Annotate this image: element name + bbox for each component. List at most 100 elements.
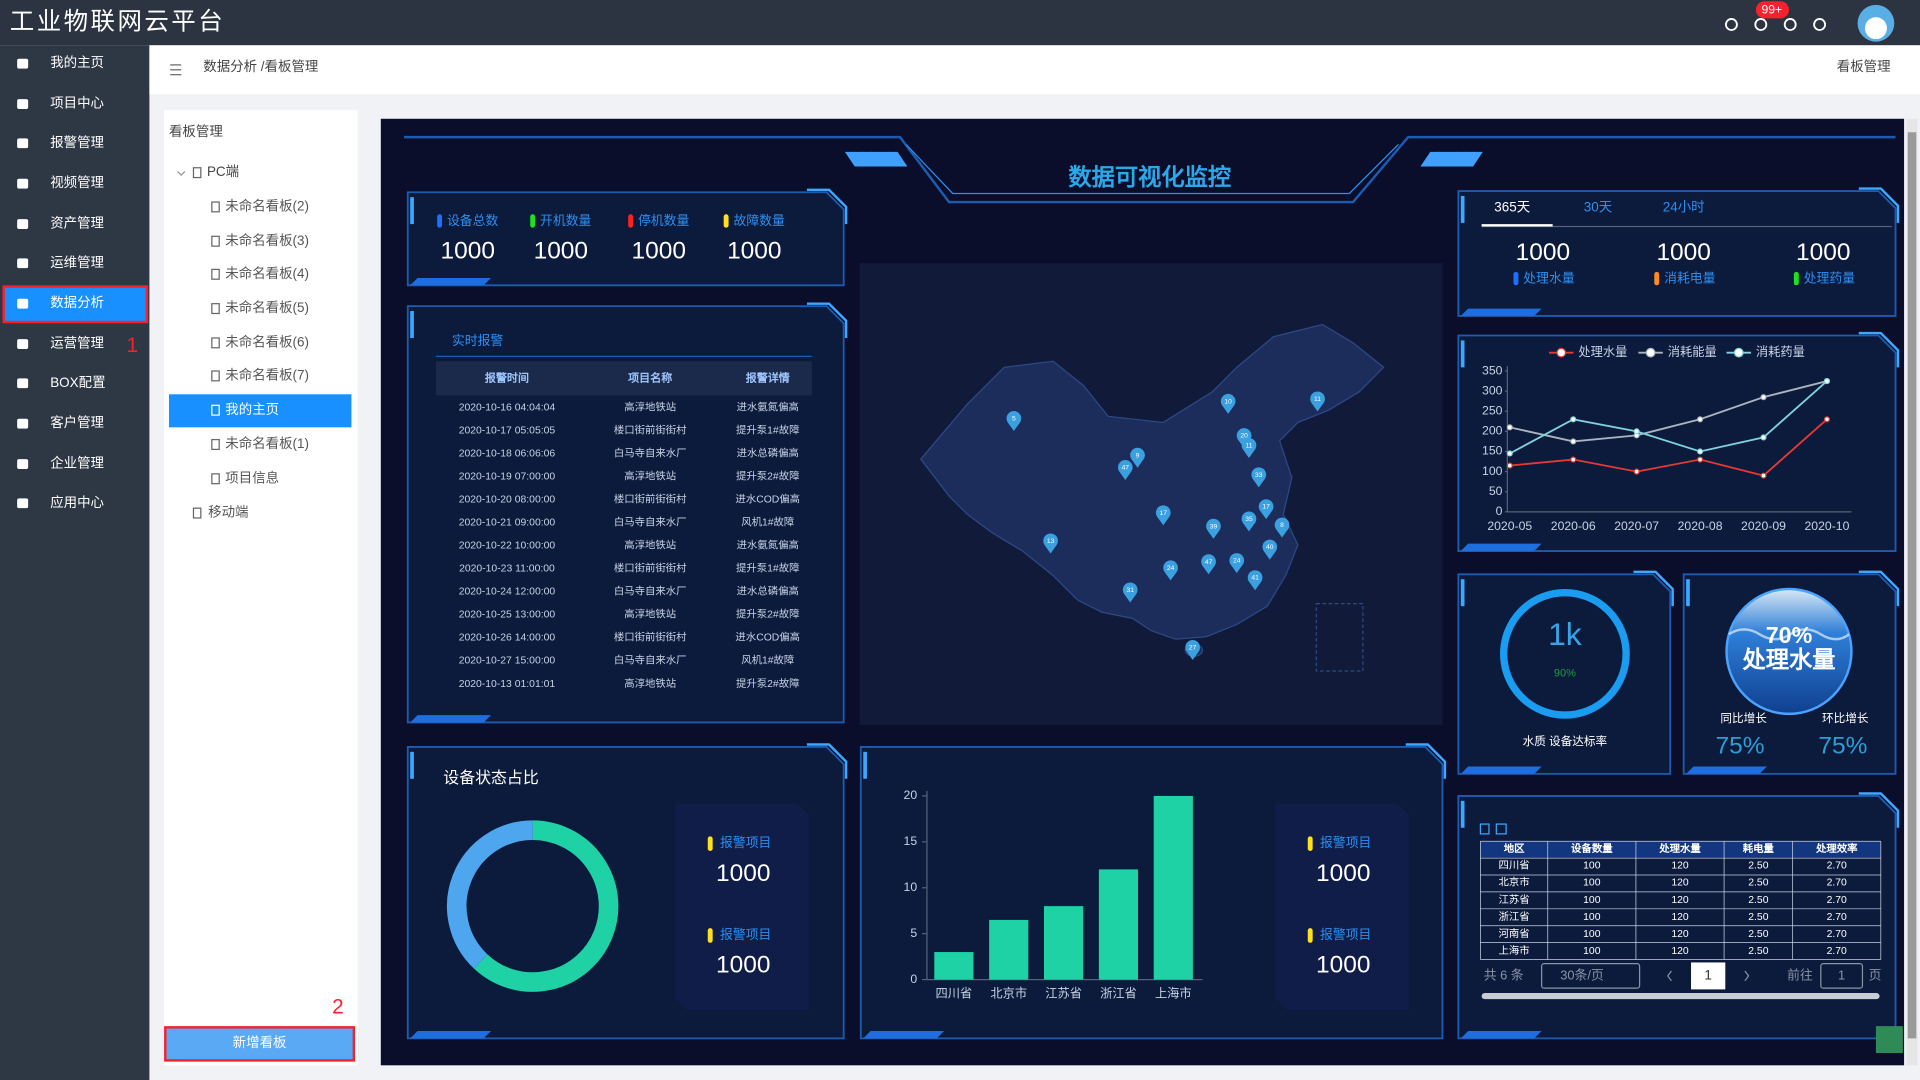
map-pin[interactable] bbox=[1310, 391, 1325, 412]
table-header-cell: 处理效率 bbox=[1815, 842, 1858, 855]
sidebar-item[interactable]: 企业管理 bbox=[50, 455, 104, 471]
header-icon[interactable] bbox=[1783, 18, 1797, 31]
toolbar-icon[interactable] bbox=[1479, 823, 1490, 835]
tree-group[interactable]: 移动端 bbox=[208, 505, 248, 520]
board-item[interactable]: 未命名看板(2) bbox=[225, 198, 309, 214]
sidebar-item[interactable]: 运营管理 bbox=[50, 336, 104, 351]
panel bbox=[1457, 190, 1897, 317]
board-item[interactable]: 未命名看板(6) bbox=[225, 333, 309, 349]
toolbar-icon[interactable] bbox=[1495, 823, 1507, 835]
map-pin[interactable] bbox=[1117, 460, 1133, 480]
map-pin[interactable] bbox=[1262, 539, 1278, 560]
board-item[interactable]: 我的主页 bbox=[225, 402, 279, 417]
board-item[interactable]: 未命名看板(5) bbox=[225, 299, 309, 315]
title-stripe bbox=[879, 151, 899, 167]
table-cell: 北京市 bbox=[1498, 876, 1529, 889]
page-size-select[interactable] bbox=[1541, 963, 1641, 989]
sidebar-item[interactable]: 报警管理 bbox=[50, 135, 104, 150]
title-stripe bbox=[1437, 151, 1458, 167]
table-cell: 2.50 bbox=[1748, 946, 1768, 957]
stat-value: 75% bbox=[1818, 732, 1867, 759]
map-pin[interactable] bbox=[1229, 553, 1245, 574]
table-cell: 进水总磷偏高 bbox=[737, 585, 799, 598]
y-tick-label: 100 bbox=[1482, 464, 1503, 478]
period-tab[interactable]: 365天 bbox=[1494, 200, 1530, 215]
sidebar-icon bbox=[17, 219, 29, 229]
line-point bbox=[1633, 468, 1640, 475]
map-pin[interactable] bbox=[1251, 467, 1267, 488]
sidebar-item[interactable]: 视频管理 bbox=[50, 175, 104, 190]
panel-bottom bbox=[1460, 1031, 1542, 1039]
sidebar-item[interactable]: 资产管理 bbox=[50, 216, 104, 231]
fab[interactable] bbox=[1875, 1026, 1903, 1054]
map-pin[interactable] bbox=[1185, 640, 1201, 660]
sidebar-item[interactable]: 我的主页 bbox=[50, 55, 104, 70]
map-pin[interactable] bbox=[1241, 511, 1257, 532]
map-pin[interactable] bbox=[1220, 393, 1236, 414]
x-tick-label: 2020-07 bbox=[1614, 519, 1659, 533]
pin-label: 10 bbox=[1224, 398, 1232, 405]
table-cell: 100 bbox=[1583, 860, 1601, 871]
map-pin[interactable] bbox=[1247, 570, 1263, 591]
bookmark-icon bbox=[192, 167, 202, 179]
table-cell: 高淳地铁站 bbox=[624, 677, 676, 690]
map-pin[interactable] bbox=[1130, 447, 1145, 468]
x-tick-label: 2020-05 bbox=[1487, 519, 1532, 533]
table-cell: 高淳地铁站 bbox=[624, 401, 676, 414]
period-tab[interactable]: 30天 bbox=[1584, 200, 1612, 215]
page-size-text[interactable]: 30条/页 bbox=[1560, 967, 1604, 982]
panel-corner bbox=[1405, 743, 1447, 779]
table-cell: 2.70 bbox=[1827, 946, 1847, 957]
sidebar-item[interactable]: 运维管理 bbox=[50, 255, 104, 270]
table-cell: 2020-10-21 09:00:00 bbox=[459, 518, 556, 529]
map-pin[interactable] bbox=[1206, 518, 1221, 539]
sidebar-item[interactable]: 数据分析 bbox=[50, 295, 104, 310]
map-pin[interactable] bbox=[1258, 499, 1274, 520]
pagination-total: 共 6 条 bbox=[1484, 967, 1524, 982]
sidebar-item[interactable]: 项目中心 bbox=[50, 96, 104, 111]
map-pin[interactable] bbox=[1236, 428, 1252, 449]
map-pin[interactable] bbox=[1006, 411, 1022, 432]
board-item[interactable]: 未命名看板(4) bbox=[225, 265, 309, 281]
table-cell: 120 bbox=[1671, 929, 1689, 940]
add-button-text[interactable]: 新增看板 bbox=[233, 1035, 287, 1050]
sidebar-item[interactable]: 客户管理 bbox=[50, 414, 104, 430]
board-item[interactable]: 项目信息 bbox=[225, 469, 279, 485]
board-item[interactable]: 未命名看板(7) bbox=[225, 366, 309, 382]
table-cell: 进水总磷偏高 bbox=[737, 447, 799, 460]
sidebar-item[interactable]: BOX配置 bbox=[50, 375, 105, 390]
bar bbox=[1044, 906, 1084, 980]
table-header-cell: 项目名称 bbox=[628, 370, 672, 384]
board-item[interactable]: 未命名看板(3) bbox=[225, 232, 309, 248]
table-cell: 2020-10-18 06:06:06 bbox=[459, 449, 556, 460]
page-number[interactable]: 1 bbox=[1704, 967, 1711, 982]
table-cell: 2020-10-20 08:00:00 bbox=[459, 495, 556, 506]
board-item[interactable]: 未命名看板(1) bbox=[225, 435, 309, 451]
panel bbox=[406, 305, 845, 724]
map-pin[interactable] bbox=[1274, 517, 1290, 538]
bookmark-icon bbox=[211, 235, 220, 247]
map-pin[interactable] bbox=[1122, 582, 1138, 603]
header-icon[interactable] bbox=[1813, 18, 1827, 31]
pin-label: 11 bbox=[1245, 442, 1252, 449]
table-cell: 上海市 bbox=[1498, 944, 1529, 957]
tree-group[interactable]: PC端 bbox=[207, 164, 239, 179]
table-cell: 100 bbox=[1583, 929, 1601, 940]
map-pin[interactable] bbox=[1241, 437, 1257, 458]
next-button[interactable] bbox=[1744, 970, 1750, 982]
map-pin[interactable] bbox=[1043, 533, 1058, 554]
map-pin[interactable] bbox=[1155, 505, 1171, 526]
add-button[interactable] bbox=[164, 1026, 356, 1062]
sidebar-item[interactable]: 应用中心 bbox=[50, 494, 104, 510]
stat-label: 处理药量 bbox=[1804, 271, 1856, 286]
header-icon[interactable] bbox=[1725, 18, 1738, 31]
goto-input[interactable] bbox=[1820, 963, 1864, 989]
map-pin[interactable] bbox=[1201, 554, 1216, 575]
prev-button[interactable] bbox=[1666, 970, 1672, 982]
tab[interactable]: 实时报警 bbox=[452, 333, 504, 348]
map-pin[interactable] bbox=[1163, 560, 1178, 581]
header-icon[interactable] bbox=[1754, 18, 1768, 31]
page-current[interactable] bbox=[1691, 962, 1726, 990]
legend-swatch bbox=[1307, 836, 1313, 852]
period-tab[interactable]: 24小时 bbox=[1663, 200, 1705, 215]
